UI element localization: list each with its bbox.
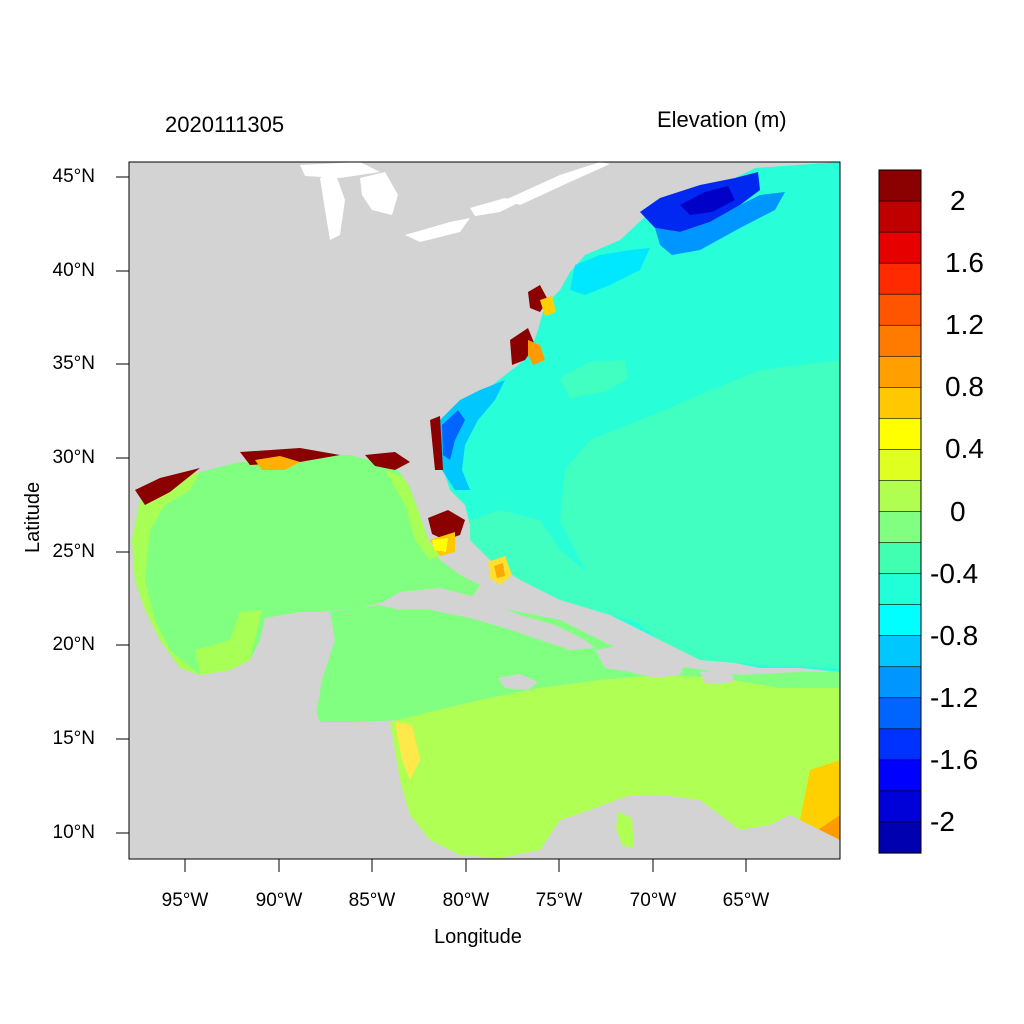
colorbar-swatch	[878, 666, 922, 699]
jamaica	[498, 674, 538, 690]
colorbar-swatch	[878, 449, 922, 482]
south-america	[460, 795, 840, 859]
colorbar-label: 1.6	[945, 247, 984, 279]
big-bend-high	[365, 452, 410, 470]
variable-title: Elevation (m)	[657, 107, 787, 132]
colorbar-swatch	[878, 604, 922, 637]
colorbar-swatch	[878, 262, 922, 295]
central-america-coast-band	[395, 722, 420, 780]
colorbar-label: -1.2	[930, 681, 979, 713]
colorbar-label: 0	[950, 495, 966, 527]
central-america	[129, 715, 440, 859]
colorbar-swatch	[878, 542, 922, 575]
colorbar-swatch	[878, 728, 922, 761]
lake-michigan	[320, 172, 345, 240]
colorbar-swatch	[878, 200, 922, 233]
lon-tick-label: 70°W	[629, 890, 677, 911]
lake-ontario	[470, 198, 520, 216]
st-lawrence-river	[505, 162, 610, 205]
date-title: 2020111305	[165, 112, 285, 137]
cuba	[378, 588, 595, 650]
lon-tick-label: 80°W	[442, 890, 490, 911]
colorbar-swatch	[878, 324, 922, 357]
chesapeake-yellow	[540, 296, 556, 316]
gulf-of-maine-inner	[680, 186, 735, 215]
map-area	[129, 162, 840, 859]
colorbar-label: 0.8	[945, 371, 984, 403]
gulf-interior	[170, 505, 380, 600]
se-coast-low-outer	[440, 380, 505, 490]
colorbar-swatch	[878, 355, 922, 388]
mexico-south	[129, 650, 260, 740]
colorbar-swatch	[878, 790, 922, 823]
carolina-orange	[528, 340, 545, 365]
lake-erie	[405, 218, 470, 242]
colorbar-swatch	[878, 821, 922, 854]
lat-tick-label: 30°N	[52, 447, 95, 468]
lat-tick-marks	[116, 176, 129, 834]
lake-maracaibo	[616, 812, 634, 848]
colorbar-label: -0.8	[930, 619, 979, 651]
texas-shelf	[132, 472, 200, 675]
lat-tick-label: 15°N	[52, 728, 95, 749]
colorbar-label: 0.4	[945, 433, 984, 465]
colorbar-frame	[878, 169, 922, 854]
lat-tick-label: 40°N	[52, 260, 95, 281]
colorbar-swatch	[878, 293, 922, 326]
lat-tick-label: 25°N	[52, 541, 95, 562]
yucatan-shelf	[195, 610, 262, 675]
map-frame	[128, 161, 841, 860]
colorbar-swatch	[878, 169, 922, 202]
colorbar-label: -0.4	[930, 557, 979, 589]
gulf-of-maine-edge	[655, 192, 785, 255]
lon-tick-label: 65°W	[722, 890, 770, 911]
colorbar-label: -1.6	[930, 743, 979, 775]
bahama-bank-orange	[494, 563, 505, 578]
georgia-coast-high	[430, 416, 443, 470]
lat-tick-label: 45°N	[52, 166, 95, 187]
south-florida-high	[428, 510, 465, 540]
lon-tick-label: 75°W	[535, 890, 583, 911]
atlantic-lighter-region	[560, 360, 840, 668]
colorbar-swatch	[878, 759, 922, 792]
carolina-high	[510, 328, 535, 365]
caribbean-sea	[312, 598, 840, 722]
lon-tick-label: 95°W	[161, 890, 209, 911]
bahamas-region	[470, 510, 660, 625]
caribbean-south	[390, 675, 840, 858]
florida-keys-yellow	[432, 538, 448, 552]
colorbar-swatch	[878, 480, 922, 513]
gulf-coast-high-2	[135, 468, 200, 505]
lon-tick-label: 90°W	[255, 890, 303, 911]
colorbar-swatch	[878, 573, 922, 606]
se-coast-low-inner	[442, 410, 465, 460]
colorbar-swatch	[878, 511, 922, 544]
colorbar-swatch	[878, 231, 922, 264]
lat-tick-label: 10°N	[52, 822, 95, 843]
colorbar-swatch	[878, 418, 922, 451]
colorbar-label: 1.2	[945, 309, 984, 341]
atlantic-patch	[560, 360, 628, 398]
northeast-coastal-band	[570, 248, 650, 295]
hispaniola	[595, 645, 685, 678]
x-axis-label: Longitude	[434, 926, 522, 948]
colorbar-label: 2	[950, 185, 966, 217]
lat-tick-label: 20°N	[52, 634, 95, 655]
y-axis-label: Latitude	[22, 481, 44, 553]
colorbar-swatch	[878, 635, 922, 668]
colorbar-swatch	[878, 387, 922, 419]
puerto-rico	[700, 670, 735, 684]
lon-tick-marks	[184, 859, 747, 872]
colorbar	[878, 169, 922, 854]
louisiana-orange	[255, 456, 300, 470]
colorbar-label: -2	[930, 805, 955, 837]
colorbar-swatch	[878, 697, 922, 730]
lat-tick-label: 35°N	[52, 353, 95, 374]
lake-huron	[360, 172, 398, 215]
lake-superior	[300, 162, 380, 178]
lon-tick-label: 85°W	[348, 890, 396, 911]
yucatan-peninsula	[240, 612, 335, 730]
florida-west-shelf	[385, 470, 440, 560]
